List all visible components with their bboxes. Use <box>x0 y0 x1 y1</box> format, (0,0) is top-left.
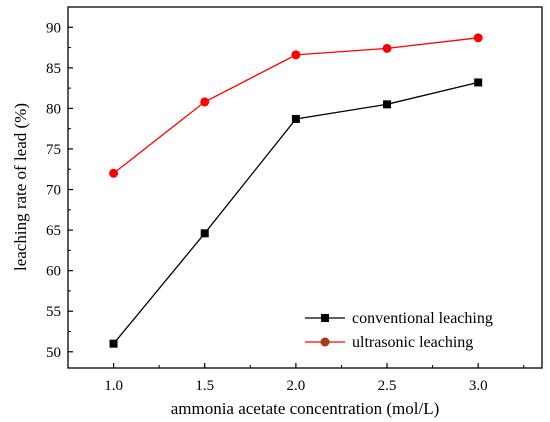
data-point-ultrasonic <box>382 43 392 53</box>
y-tick-label: 80 <box>46 101 61 117</box>
plot-frame <box>67 6 543 369</box>
legend-marker-ultrasonic <box>320 337 330 347</box>
y-tick-label: 50 <box>46 345 61 361</box>
y-tick-label: 75 <box>46 142 61 158</box>
x-tick-label: 2.0 <box>287 378 306 394</box>
y-tick-label: 70 <box>46 183 61 199</box>
axis-ticks: 1.0 1.5 2.0 2.5 3.0 50 55 60 65 70 75 80 85 90 <box>46 20 525 394</box>
data-point-conventional <box>109 339 118 348</box>
legend-label-conventional: conventional leaching <box>352 310 493 327</box>
y-tick-label: 90 <box>46 20 61 36</box>
y-tick-label: 60 <box>46 264 61 280</box>
data-point-conventional <box>474 78 483 87</box>
data-point-conventional <box>200 229 209 238</box>
data-point-ultrasonic <box>291 50 301 60</box>
x-axis-title: ammonia acetate concentration (mol/L) <box>171 399 440 418</box>
y-axis-title: leaching rate of lead (%) <box>11 103 30 271</box>
y-tick-label: 85 <box>46 61 61 77</box>
data-point-ultrasonic <box>473 33 483 43</box>
x-tick-label: 1.5 <box>195 378 214 394</box>
data-point-conventional <box>291 114 300 123</box>
x-tick-label: 3.0 <box>469 378 488 394</box>
x-tick-label: 1.0 <box>104 378 123 394</box>
data-point-ultrasonic <box>200 97 210 107</box>
legend: conventional leaching ultrasonic leachin… <box>305 310 493 351</box>
x-tick-label: 2.5 <box>378 378 397 394</box>
data-point-ultrasonic <box>109 168 119 178</box>
data-point-conventional <box>383 100 392 109</box>
y-tick-label: 55 <box>46 304 61 320</box>
legend-label-ultrasonic: ultrasonic leaching <box>352 334 473 351</box>
series-layer <box>109 33 483 348</box>
y-tick-label: 65 <box>46 223 61 239</box>
legend-marker-conventional <box>321 314 329 322</box>
